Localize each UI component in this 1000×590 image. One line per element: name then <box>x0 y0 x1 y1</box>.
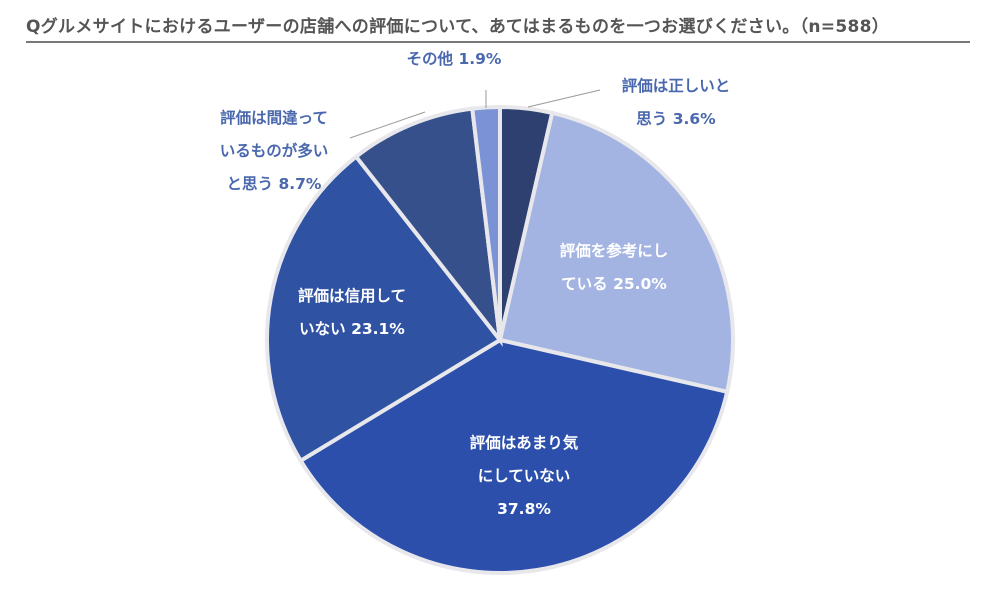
data-label: 評価はあまり気 にしていない 37.8% <box>439 427 609 526</box>
pie-slice <box>265 153 503 464</box>
leader-line <box>527 89 601 108</box>
pie-slice <box>353 106 503 347</box>
slice-value-label: 1.9% <box>458 50 502 68</box>
slice-category-label: 評価は正しいと 思う <box>621 77 731 128</box>
data-label: 評価を参考にし ている 25.0% <box>539 235 689 301</box>
slice-value-label: 8.7% <box>278 175 322 193</box>
slice-category-label: 評価はあまり気 にしていない <box>469 434 579 485</box>
leader-line <box>349 111 426 139</box>
slice-value-label: 3.6% <box>672 110 716 128</box>
data-label: その他 1.9% <box>399 43 509 76</box>
chart-title: Qグルメサイトにおけるユーザーの店舗への評価について、あてはまるものを一つお選び… <box>26 12 970 43</box>
slice-category-label: その他 <box>406 50 459 68</box>
slice-value-label: 23.1% <box>351 320 405 338</box>
slice-category-label: 評価は信用して いない <box>297 287 407 338</box>
data-label: 評価は間違って いるものが多い と思う 8.7% <box>189 102 359 201</box>
data-label: 評価は正しいと 思う 3.6% <box>601 70 751 136</box>
slice-value-label: 25.0% <box>613 275 667 293</box>
slice-category-label: 評価を参考にし ている <box>559 242 669 293</box>
pie-slice <box>497 110 735 395</box>
data-label: 評価は信用して いない 23.1% <box>272 280 432 346</box>
slice-category-label: 評価は間違って いるものが多い と思う <box>219 109 329 193</box>
slice-value-label: 37.8% <box>497 500 551 518</box>
